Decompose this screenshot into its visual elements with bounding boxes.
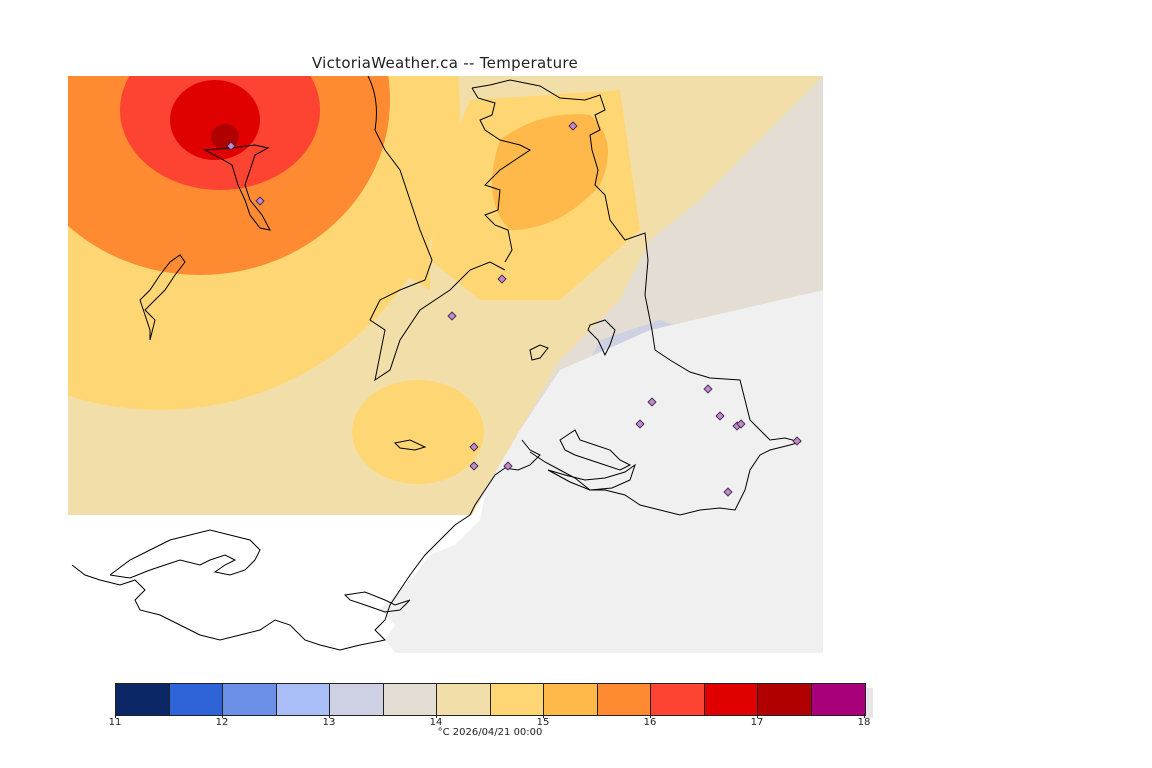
station-marker-9 xyxy=(635,419,645,429)
colorbar-tick-label: 18 xyxy=(857,717,871,728)
colorbar-tickmark xyxy=(222,714,223,718)
colorbar-tick-label: 16 xyxy=(643,717,657,728)
colorbar-swatch xyxy=(704,684,758,715)
station-marker-6 xyxy=(703,384,713,394)
colorbar-swatch xyxy=(544,684,598,715)
colorbar-swatch xyxy=(276,684,330,715)
colorbar-swatch xyxy=(223,684,277,715)
colorbar-swatch xyxy=(383,684,437,715)
station-marker-15 xyxy=(503,461,513,471)
colorbar-tickmark xyxy=(115,714,116,718)
colorbar-swatch xyxy=(116,684,170,715)
colorbar-swatch xyxy=(811,684,865,715)
colorbar-tickmark xyxy=(543,714,544,718)
colorbar-swatch xyxy=(758,684,812,715)
coastlines xyxy=(71,75,802,651)
colorbar xyxy=(115,683,866,716)
colorbar-swatch xyxy=(169,684,223,715)
colorbar-swatch xyxy=(330,684,384,715)
colorbar-swatch xyxy=(490,684,544,715)
weather-stations xyxy=(226,121,802,497)
colorbar-tickmark xyxy=(436,714,437,718)
colorbar-tick-label: 11 xyxy=(108,717,122,728)
colorbar-swatch xyxy=(651,684,705,715)
station-marker-5 xyxy=(447,311,457,321)
colorbar-swatch xyxy=(597,684,651,715)
colorbar-shadow xyxy=(863,688,873,718)
colorbar-tick-label: 12 xyxy=(215,717,229,728)
colorbar-tickmark xyxy=(757,714,758,718)
station-marker-8 xyxy=(715,411,725,421)
station-marker-7 xyxy=(647,397,657,407)
station-marker-11 xyxy=(736,419,746,429)
station-marker-12 xyxy=(792,436,802,446)
colorbar-tickmark xyxy=(864,714,865,718)
colorbar-tick-label: 14 xyxy=(429,717,443,728)
colorbar-tickmark xyxy=(650,714,651,718)
colorbar-tick-label: 13 xyxy=(322,717,336,728)
station-marker-14 xyxy=(469,461,479,471)
station-marker-4 xyxy=(497,274,507,284)
station-marker-1 xyxy=(226,141,236,151)
station-marker-13 xyxy=(469,442,479,452)
colorbar-caption: °C 2026/04/21 00:00 xyxy=(437,727,543,738)
colorbar-tickmark xyxy=(329,714,330,718)
colorbar-tick-label: 15 xyxy=(536,717,550,728)
station-marker-2 xyxy=(255,196,265,206)
colorbar-tick-label: 17 xyxy=(750,717,764,728)
southern-landmass xyxy=(68,495,485,653)
map-title: VictoriaWeather.ca -- Temperature xyxy=(311,54,579,72)
station-marker-3 xyxy=(568,121,578,131)
colorbar-swatch xyxy=(437,684,491,715)
station-marker-16 xyxy=(723,487,733,497)
